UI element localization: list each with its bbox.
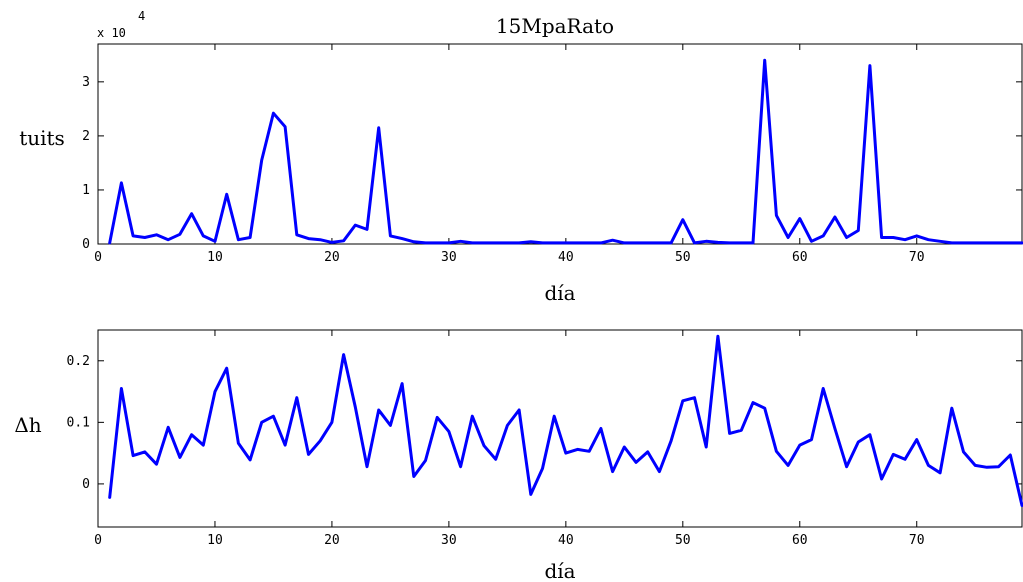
x-tick-label: 0 (94, 250, 102, 265)
x-tick-label: 20 (324, 250, 340, 265)
x-tick-label: 50 (675, 250, 691, 265)
y-tick-label: 0.1 (67, 415, 90, 430)
x-axis-label: día (544, 559, 575, 582)
plot-frame (97, 329, 1023, 528)
x-tick-label: 50 (675, 533, 691, 548)
y-axis-label: Δh (14, 413, 41, 437)
y-exponent-power: 4 (138, 9, 145, 23)
y-tick-label: 2 (82, 129, 90, 144)
y-axis-label: tuits (19, 126, 65, 150)
y-tick-label: 1 (82, 183, 90, 198)
x-tick-label: 30 (441, 533, 457, 548)
x-tick-label: 60 (792, 533, 808, 548)
x-tick-label: 10 (207, 250, 223, 265)
x-tick-label: 10 (207, 533, 223, 548)
tuits-chart: 15MpaRato x 10 4 tuits día 0 10 20 30 40 50 60… (19, 9, 1023, 305)
x-tick-label: 70 (909, 250, 925, 265)
plot-frame (97, 43, 1023, 245)
y-tick-label: 3 (82, 75, 90, 90)
x-axis-label: día (544, 281, 575, 305)
delta-h-plot-area: 0 10 20 30 40 50 60 70 0 0.1 0.2 (67, 329, 1023, 548)
x-tick-label: 40 (558, 250, 574, 265)
chart-title: 15MpaRato (496, 14, 614, 38)
y-tick-label: 0 (82, 477, 90, 492)
x-tick-label: 60 (792, 250, 808, 265)
y-tick-label: 0.2 (67, 354, 90, 369)
series-line (108, 334, 1023, 507)
delta-h-chart: Δh día 0 10 20 30 40 50 60 70 0 0.1 0.2 (14, 329, 1023, 582)
x-tick-label: 30 (441, 250, 457, 265)
series-line (108, 58, 1023, 245)
y-exponent-base: x 10 (97, 26, 126, 40)
x-tick-label: 20 (324, 533, 340, 548)
x-tick-label: 0 (94, 533, 102, 548)
x-tick-label: 40 (558, 533, 574, 548)
x-tick-label: 70 (909, 533, 925, 548)
y-tick-label: 0 (82, 237, 90, 252)
tuits-plot-area: 0 10 20 30 40 50 60 70 0 1 2 3 (82, 43, 1023, 265)
